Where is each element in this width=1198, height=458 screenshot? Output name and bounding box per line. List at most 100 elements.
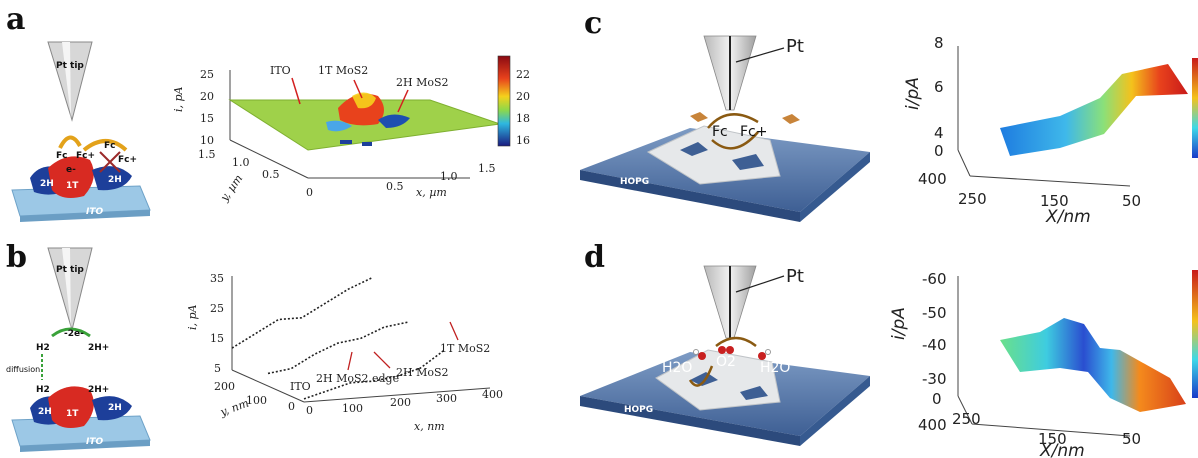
anno-b-ito: ITO (290, 380, 311, 393)
y-tick-d: 400 (918, 416, 947, 434)
x-tick-c-2: 50 (1122, 192, 1141, 210)
tip-label-b: Pt tip (56, 265, 84, 275)
phase-b-2: 2H (108, 403, 122, 413)
z-label-c: i/pA (903, 77, 923, 110)
series-b-line-0 (231, 277, 372, 349)
z-tick-a-1: 20 (200, 90, 214, 103)
pt-tip-cone (47, 41, 93, 122)
substrate-d: HOPG (624, 405, 653, 415)
tip-label-c: Pt (786, 36, 804, 57)
x-tick-b-2: 200 (390, 396, 411, 409)
z-label-b: i, pA (186, 304, 199, 330)
2h-flake-right (92, 166, 132, 191)
x-tick-a-1: 1.0 (440, 170, 458, 183)
pt-tip-cone-b (47, 247, 93, 332)
x-tick-b-3: 300 (436, 392, 457, 405)
surface-d (1000, 318, 1186, 412)
y-tick-b-2: 0 (288, 400, 295, 413)
map-a (228, 70, 501, 179)
x-tick-d-1: 150 (1038, 430, 1067, 448)
1t-flake (48, 156, 94, 198)
z-tick-c-1: 6 (934, 78, 944, 96)
z-label-a: i, pA (172, 86, 185, 112)
x-tick-c-0: 250 (958, 190, 987, 208)
z-tick-c-3: 0 (934, 142, 944, 160)
schematic-c (580, 35, 870, 222)
species-a-3: Fc+ (118, 155, 137, 165)
2h-flake-left (30, 166, 70, 195)
x-tick-c-1: 150 (1040, 192, 1069, 210)
x-tick-d-0: 250 (952, 410, 981, 428)
species-d-2: H2O (760, 360, 790, 376)
cb-tick-a-1: 20 (516, 90, 530, 103)
y-label-b: y, nm (218, 397, 251, 420)
x-tick-b-4: 400 (482, 388, 503, 401)
1t-region (338, 93, 384, 126)
anno-a-ito: ITO (270, 64, 291, 77)
anno-b-1t: 1T MoS2 (440, 342, 490, 355)
diffusion-b: diffusion (6, 365, 40, 374)
tip-label-a: Pt tip (56, 61, 84, 71)
z-tick-b-3: 5 (214, 362, 221, 375)
hole-flake-d (655, 349, 781, 411)
colorbar-a (497, 55, 511, 147)
z-tick-b-2: 15 (210, 332, 224, 345)
anno-a-1t: 1T MoS2 (318, 64, 368, 77)
x-label-a: x, µm (416, 186, 447, 199)
y-label-a: y, µm (217, 172, 245, 204)
proton-top-b: 2H+ (88, 343, 109, 353)
cb-tick-a-2: 18 (516, 112, 530, 125)
ito-plane (228, 99, 501, 151)
y-tick-c: 400 (918, 170, 947, 188)
z-tick-d-1: -50 (922, 304, 947, 322)
electron-a: e- (66, 165, 76, 175)
series-b-line-1 (267, 321, 408, 375)
species-a-0: Fc (56, 151, 67, 161)
cb-tick-a-0: 22 (516, 68, 530, 81)
z-label-d: i/pA (889, 307, 909, 340)
species-a-2: Fc (104, 141, 115, 151)
z-tick-a-0: 25 (200, 68, 214, 81)
y-tick-b-1: 100 (246, 394, 267, 407)
h2-bottom-b: H2 (36, 385, 50, 395)
proton-bottom-b: 2H+ (88, 385, 109, 395)
z-tick-d-4: 0 (932, 390, 942, 408)
panel-label-c: c (584, 6, 603, 41)
y-tick-a-2: 0.5 (262, 168, 280, 181)
hole-flake-c (646, 125, 781, 185)
anno-b-edge: 2H MoS2 edge (316, 372, 399, 385)
pt-tip-c (703, 35, 757, 111)
tip-label-d: Pt (786, 266, 804, 287)
anno-b-2h: 2H MoS2 (396, 366, 449, 379)
species-c-1: Fc+ (740, 124, 767, 140)
anno-a-2h: 2H MoS2 (396, 76, 449, 89)
z-tick-d-2: -40 (922, 336, 947, 354)
schematic-b (11, 247, 151, 452)
hopg-substrate-c (580, 128, 870, 212)
hopg-substrate-d (580, 352, 870, 436)
series-b-group (231, 277, 444, 400)
pt-tip-d (703, 265, 757, 339)
z-tick-a-2: 15 (200, 112, 214, 125)
y-tick-b-0: 200 (214, 380, 235, 393)
ito-substrate-b (11, 415, 151, 447)
x-label-d: X/nm (1039, 441, 1085, 458)
schematic-a (11, 41, 151, 222)
substrate-b: ITO (86, 437, 103, 447)
z-tick-b-1: 25 (210, 302, 224, 315)
schematic-d (580, 265, 870, 446)
substrate-c: HOPG (620, 177, 649, 187)
phase-a-1: 1T (66, 181, 79, 191)
colorbar-d (1192, 270, 1198, 398)
colorbar-c (1192, 58, 1198, 158)
z-tick-c-2: 4 (934, 124, 944, 142)
series-b-line-2 (303, 350, 444, 400)
surface-c (1000, 64, 1188, 156)
